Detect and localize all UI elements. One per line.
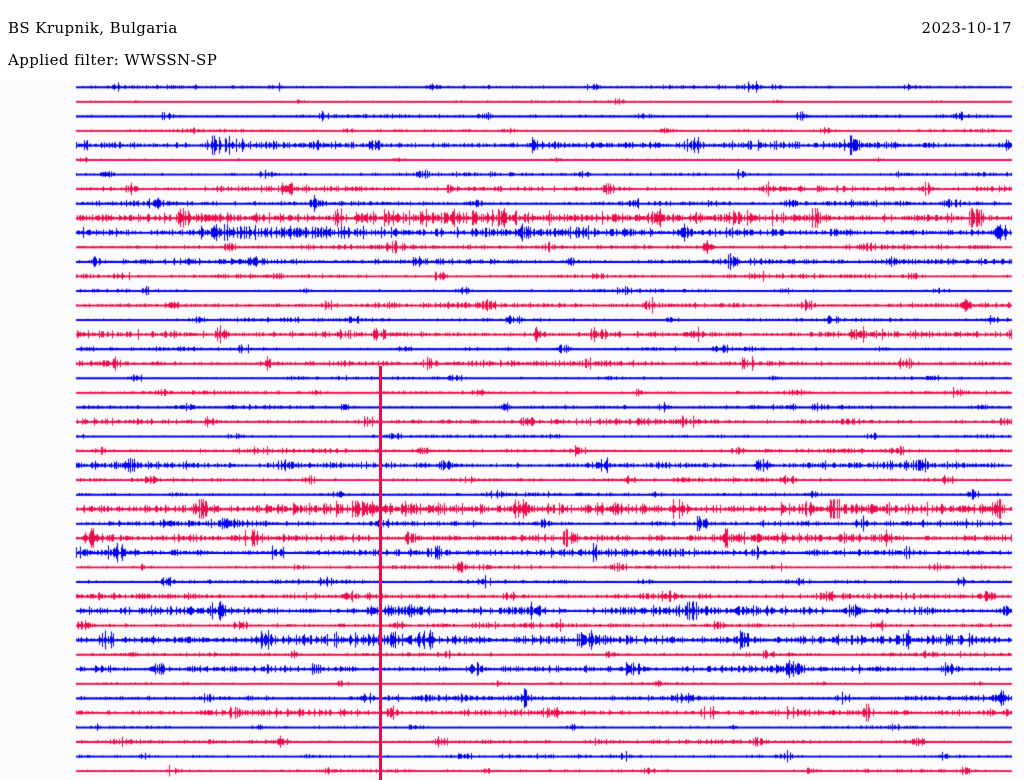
seismogram-plot: HHZ - 20000 00:0000:3001:0001:3002:0002:… [0, 80, 1024, 780]
filter-label: Applied filter: WWSSN-SP [8, 51, 218, 69]
trace-canvas [0, 80, 1024, 780]
clipped-event-marker [379, 366, 382, 780]
page-title: BS Krupnik, Bulgaria [8, 19, 178, 37]
date-label: 2023-10-17 [921, 19, 1012, 37]
